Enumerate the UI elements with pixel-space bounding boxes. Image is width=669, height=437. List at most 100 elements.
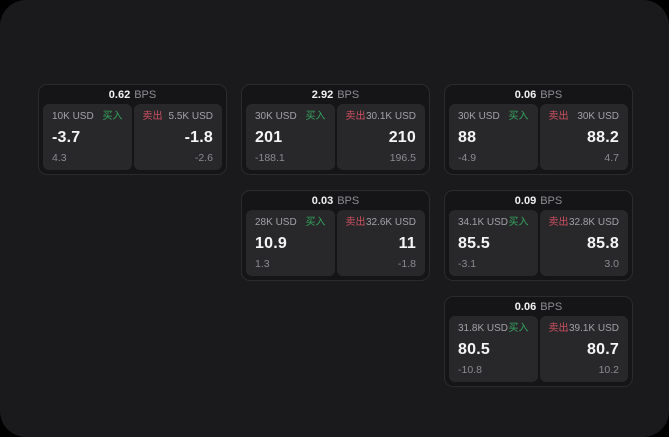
- buy-notional: 34.1K USD: [458, 217, 509, 228]
- sell-skew: 196.5: [389, 152, 416, 164]
- card-bps-header: 0.06 BPS: [449, 85, 628, 104]
- bps-unit-label: BPS: [134, 88, 157, 101]
- sell-skew: 10.2: [598, 364, 619, 376]
- buy-skew: 4.3: [52, 152, 67, 164]
- card-body: 30K USD 买入 88 -4.9 卖出 30K USD 88.2 4.7: [449, 104, 628, 170]
- sell-pane[interactable]: 卖出 32.6K USD 11 -1.8: [336, 210, 425, 276]
- buy-label: 买入: [305, 111, 326, 122]
- bps-value: 0.06: [514, 300, 537, 313]
- buy-label: 买入: [102, 111, 123, 122]
- card-body: 28K USD 买入 10.9 1.3 卖出 32.6K USD 11 -1.8: [246, 210, 425, 276]
- buy-price: 88: [458, 128, 477, 146]
- card-bps-header: 2.92 BPS: [246, 85, 425, 104]
- buy-label: 买入: [508, 323, 529, 334]
- bps-unit-label: BPS: [337, 194, 360, 207]
- sell-price: 85.8: [587, 234, 619, 252]
- bps-unit-label: BPS: [540, 88, 563, 101]
- quote-card[interactable]: 0.03 BPS 28K USD 买入 10.9 1.3 卖出 32.6K US…: [241, 190, 430, 281]
- sell-pane-header: 卖出 5.5K USD: [143, 111, 214, 123]
- buy-pane-header: 34.1K USD 买入: [458, 217, 529, 229]
- sell-pane-header: 卖出 30.1K USD: [346, 111, 417, 123]
- buy-pane-header: 28K USD 买入: [255, 217, 326, 229]
- buy-skew: -4.9: [458, 152, 477, 164]
- sell-skew: -1.8: [397, 258, 416, 270]
- buy-pane[interactable]: 31.8K USD 买入 80.5 -10.8: [449, 316, 538, 382]
- buy-notional: 28K USD: [255, 217, 297, 228]
- buy-pane[interactable]: 30K USD 买入 88 -4.9: [449, 104, 538, 170]
- sell-notional: 5.5K USD: [168, 111, 213, 122]
- buy-pane[interactable]: 34.1K USD 买入 85.5 -3.1: [449, 210, 538, 276]
- sell-pane-header: 卖出 32.8K USD: [549, 217, 620, 229]
- sell-pane[interactable]: 卖出 30K USD 88.2 4.7: [539, 104, 628, 170]
- card-body: 30K USD 买入 201 -188.1 卖出 30.1K USD 210 1…: [246, 104, 425, 170]
- sell-price: 11: [398, 234, 416, 252]
- sell-notional: 30.1K USD: [365, 111, 416, 122]
- buy-pane[interactable]: 28K USD 买入 10.9 1.3: [246, 210, 335, 276]
- card-bps-header: 0.09 BPS: [449, 191, 628, 210]
- buy-skew: -188.1: [255, 152, 285, 164]
- bps-value: 0.06: [514, 88, 537, 101]
- bps-unit-label: BPS: [337, 88, 360, 101]
- sell-label: 卖出: [548, 323, 569, 334]
- card-bps-header: 0.03 BPS: [246, 191, 425, 210]
- buy-skew: -10.8: [458, 364, 482, 376]
- buy-pane[interactable]: 10K USD 买入 -3.7 4.3: [43, 104, 132, 170]
- quote-card[interactable]: 0.62 BPS 10K USD 买入 -3.7 4.3 卖出 5.5K USD: [38, 84, 227, 175]
- quote-card[interactable]: 0.06 BPS 31.8K USD 买入 80.5 -10.8 卖出 39.1…: [444, 296, 633, 387]
- buy-pane[interactable]: 30K USD 买入 201 -188.1: [246, 104, 335, 170]
- buy-skew: 1.3: [255, 258, 270, 270]
- sell-pane-header: 卖出 30K USD: [549, 111, 620, 123]
- sell-label: 卖出: [142, 111, 163, 122]
- buy-pane-header: 30K USD 买入: [255, 111, 326, 123]
- bps-unit-label: BPS: [540, 194, 563, 207]
- sell-notional: 39.1K USD: [568, 323, 619, 334]
- sell-pane[interactable]: 卖出 5.5K USD -1.8 -2.6: [133, 104, 222, 170]
- sell-skew: -2.6: [194, 152, 213, 164]
- buy-price: 10.9: [255, 234, 287, 252]
- sell-pane-header: 卖出 39.1K USD: [549, 323, 620, 335]
- sell-skew: 3.0: [604, 258, 619, 270]
- sell-price: 210: [388, 128, 416, 146]
- buy-pane-header: 10K USD 买入: [52, 111, 123, 123]
- sell-notional: 32.8K USD: [568, 217, 619, 228]
- buy-label: 买入: [508, 111, 529, 122]
- buy-price: 85.5: [458, 234, 490, 252]
- quote-grid: 0.62 BPS 10K USD 买入 -3.7 4.3 卖出 5.5K USD: [38, 84, 633, 387]
- sell-pane[interactable]: 卖出 32.8K USD 85.8 3.0: [539, 210, 628, 276]
- quote-card[interactable]: 0.06 BPS 30K USD 买入 88 -4.9 卖出 30K USD: [444, 84, 633, 175]
- card-body: 10K USD 买入 -3.7 4.3 卖出 5.5K USD -1.8 -2.…: [43, 104, 222, 170]
- buy-pane-header: 31.8K USD 买入: [458, 323, 529, 335]
- buy-skew: -3.1: [458, 258, 477, 270]
- quote-card[interactable]: 2.92 BPS 30K USD 买入 201 -188.1 卖出 30.1K …: [241, 84, 430, 175]
- buy-notional: 31.8K USD: [458, 323, 509, 334]
- bps-value: 0.62: [108, 88, 131, 101]
- sell-price: 80.7: [587, 340, 619, 358]
- bps-value: 0.09: [514, 194, 537, 207]
- card-body: 34.1K USD 买入 85.5 -3.1 卖出 32.8K USD 85.8…: [449, 210, 628, 276]
- sell-notional: 32.6K USD: [365, 217, 416, 228]
- sell-label: 卖出: [548, 217, 569, 228]
- card-bps-header: 0.06 BPS: [449, 297, 628, 316]
- bps-unit-label: BPS: [540, 300, 563, 313]
- buy-notional: 30K USD: [458, 111, 500, 122]
- card-bps-header: 0.62 BPS: [43, 85, 222, 104]
- sell-notional: 30K USD: [577, 111, 619, 122]
- sell-skew: 4.7: [604, 152, 619, 164]
- sell-label: 卖出: [345, 111, 366, 122]
- buy-notional: 30K USD: [255, 111, 297, 122]
- sell-price: -1.8: [184, 128, 213, 146]
- buy-label: 买入: [508, 217, 529, 228]
- sell-pane[interactable]: 卖出 30.1K USD 210 196.5: [336, 104, 425, 170]
- buy-pane-header: 30K USD 买入: [458, 111, 529, 123]
- buy-notional: 10K USD: [52, 111, 94, 122]
- sell-pane[interactable]: 卖出 39.1K USD 80.7 10.2: [539, 316, 628, 382]
- sell-price: 88.2: [587, 128, 619, 146]
- sell-label: 卖出: [345, 217, 366, 228]
- buy-price: 201: [255, 128, 283, 146]
- card-body: 31.8K USD 买入 80.5 -10.8 卖出 39.1K USD 80.…: [449, 316, 628, 382]
- quote-card[interactable]: 0.09 BPS 34.1K USD 买入 85.5 -3.1 卖出 32.8K…: [444, 190, 633, 281]
- bps-value: 2.92: [311, 88, 334, 101]
- buy-label: 买入: [305, 217, 326, 228]
- sell-label: 卖出: [548, 111, 569, 122]
